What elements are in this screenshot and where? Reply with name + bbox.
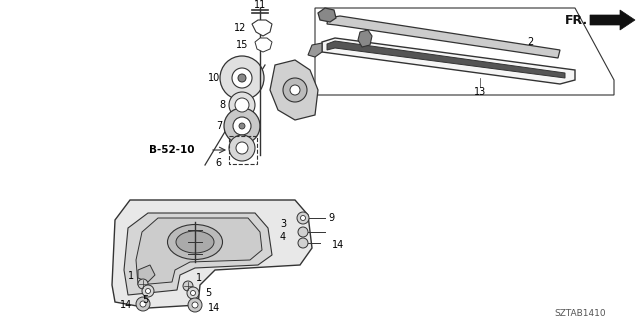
Text: 14: 14 <box>208 303 220 313</box>
Circle shape <box>192 302 198 308</box>
Circle shape <box>297 212 309 224</box>
Circle shape <box>220 56 264 100</box>
Circle shape <box>301 215 305 220</box>
Circle shape <box>229 135 255 161</box>
Text: FR.: FR. <box>565 13 588 27</box>
Text: 3: 3 <box>280 219 286 229</box>
Text: 4: 4 <box>280 232 286 242</box>
Polygon shape <box>322 38 575 84</box>
Circle shape <box>283 78 307 102</box>
Bar <box>229 136 257 164</box>
Text: 5: 5 <box>142 295 148 305</box>
Polygon shape <box>136 218 262 285</box>
Circle shape <box>232 68 252 88</box>
Polygon shape <box>590 10 635 30</box>
Text: 1: 1 <box>128 271 134 281</box>
Text: 14: 14 <box>120 300 132 310</box>
Polygon shape <box>358 30 372 47</box>
Text: 9: 9 <box>328 213 334 223</box>
Circle shape <box>187 287 199 299</box>
Circle shape <box>136 297 150 311</box>
Circle shape <box>142 285 154 297</box>
Polygon shape <box>327 16 560 58</box>
Polygon shape <box>327 41 565 78</box>
Circle shape <box>183 281 193 291</box>
Circle shape <box>140 301 146 307</box>
Text: 12: 12 <box>234 23 246 33</box>
Text: 13: 13 <box>474 87 486 97</box>
Polygon shape <box>255 38 272 52</box>
Circle shape <box>191 291 195 295</box>
Text: 1: 1 <box>196 273 202 283</box>
Text: 2: 2 <box>527 37 533 47</box>
Circle shape <box>235 98 249 112</box>
Circle shape <box>145 289 150 293</box>
Circle shape <box>188 298 202 312</box>
Circle shape <box>290 85 300 95</box>
Text: 7: 7 <box>216 121 222 131</box>
Text: 6: 6 <box>216 158 222 168</box>
Text: 5: 5 <box>205 288 211 298</box>
Ellipse shape <box>176 231 214 253</box>
Circle shape <box>236 142 248 154</box>
Circle shape <box>233 117 251 135</box>
Text: B-52-10: B-52-10 <box>150 145 195 155</box>
Text: 8: 8 <box>219 100 225 110</box>
Text: 14: 14 <box>332 240 344 250</box>
Polygon shape <box>252 20 272 36</box>
Circle shape <box>138 279 148 289</box>
Polygon shape <box>138 265 155 282</box>
Circle shape <box>298 227 308 237</box>
Text: SZTAB1410: SZTAB1410 <box>554 308 606 317</box>
Ellipse shape <box>168 225 223 260</box>
Polygon shape <box>124 213 272 295</box>
Polygon shape <box>270 60 318 120</box>
Polygon shape <box>308 43 322 57</box>
Polygon shape <box>112 200 312 308</box>
Circle shape <box>298 238 308 248</box>
Circle shape <box>238 74 246 82</box>
Circle shape <box>229 92 255 118</box>
Circle shape <box>224 108 260 144</box>
Text: 11: 11 <box>254 0 266 10</box>
Text: 10: 10 <box>208 73 220 83</box>
Circle shape <box>239 123 245 129</box>
Text: 15: 15 <box>236 40 248 50</box>
Polygon shape <box>318 8 336 22</box>
